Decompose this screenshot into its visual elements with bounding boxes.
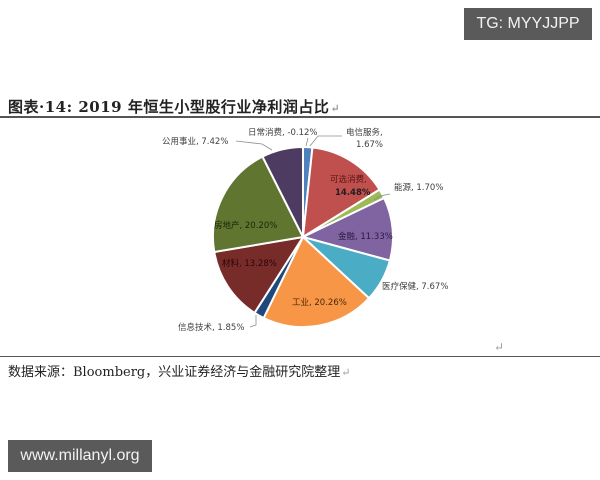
label-consumer-disc-1: 可选消费, (330, 174, 367, 185)
pie-slice (262, 235, 371, 328)
figure-source: 数据来源：Bloomberg，兴业证券经济与金融研究院整理↵ (8, 365, 351, 380)
pie-slice (213, 235, 306, 315)
pie-slice (261, 145, 304, 238)
watermark-bottom-left: www.millanyl.org (8, 440, 152, 472)
label-daily-consumption: 日常消费, -0.12% (248, 127, 317, 138)
label-utilities: 公用事业, 7.42% (162, 136, 228, 147)
return-mark-icon: ↵ (330, 102, 341, 115)
slice-labels: 日常消费, -0.12% 电信服务, 1.67% 公用事业, 7.42% 可选消… (162, 127, 448, 333)
label-telecom-2: 1.67% (356, 140, 383, 150)
pie-slice (211, 155, 305, 254)
label-it: 信息技术, 1.85% (178, 322, 244, 333)
label-telecom-1: 电信服务, (346, 127, 383, 138)
return-mark-icon: ↵ (341, 366, 351, 379)
return-mark-icon: ↵ (494, 340, 505, 354)
pie-slices (211, 145, 394, 328)
label-materials: 材料, 13.28% (222, 258, 277, 269)
label-finance: 金融, 11.33% (338, 231, 393, 242)
label-real-estate: 房地产, 20.20% (214, 220, 277, 231)
label-healthcare: 医疗保健, 7.67% (382, 281, 448, 292)
pie-slice (300, 196, 394, 262)
title-rule (0, 116, 600, 118)
watermark-top-right: TG: MYYJJPP (464, 8, 592, 40)
figure-title: 图表·14: 2019 年恒生小型股行业净利润占比↵ (8, 98, 341, 116)
label-industrials: 工业, 20.26% (292, 297, 347, 308)
leader-lines (235, 135, 391, 328)
label-energy: 能源, 1.70% (394, 182, 443, 193)
pie-chart: 日常消费, -0.12% 电信服务, 1.67% 公用事业, 7.42% 可选消… (162, 127, 448, 333)
source-rule (0, 356, 600, 357)
pie-slice (301, 146, 381, 239)
label-consumer-disc-2: 14.48% (335, 188, 371, 198)
